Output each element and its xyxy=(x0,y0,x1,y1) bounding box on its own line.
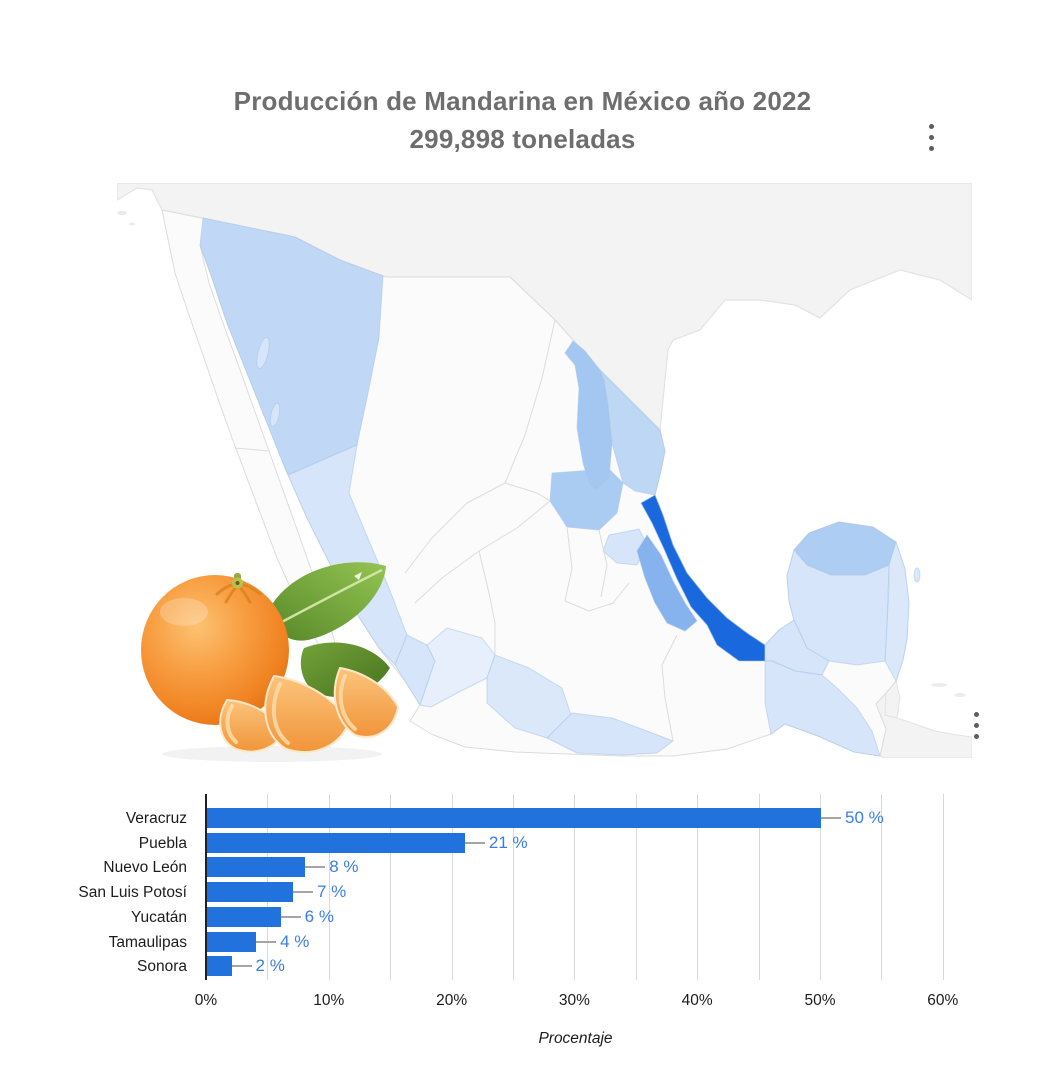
state-quintana-roo[interactable] xyxy=(884,541,910,682)
gridline xyxy=(697,794,699,980)
kebab-dot xyxy=(974,723,979,728)
mandarin-fruit xyxy=(141,575,289,725)
state-jalisco[interactable] xyxy=(419,627,496,708)
state-borders xyxy=(234,319,678,742)
leaf-midrib xyxy=(277,568,383,626)
map-island xyxy=(129,222,135,226)
value-label: 6 % xyxy=(304,906,334,926)
mandarin-illustration xyxy=(122,550,406,766)
map-gulf-island xyxy=(269,402,281,428)
value-label: 2 % xyxy=(255,956,285,976)
chart-title: Producción de Mandarina en México año 20… xyxy=(0,82,1045,158)
x-tick-label: 0% xyxy=(194,992,218,1009)
state-veracruz[interactable] xyxy=(640,494,766,662)
value-label: 21 % xyxy=(488,832,528,852)
bar-sonora[interactable] xyxy=(207,956,232,977)
bar-tamaulipas[interactable] xyxy=(207,931,257,952)
kebab-dot xyxy=(974,712,979,717)
callout-line xyxy=(231,965,252,968)
map-island xyxy=(954,693,966,697)
callout-line xyxy=(292,891,313,894)
map-cozumel-island xyxy=(913,567,921,583)
bar-san-luis-potos-[interactable] xyxy=(207,882,293,903)
fruit-shadow xyxy=(162,746,382,762)
gridline xyxy=(451,794,453,980)
gridline xyxy=(328,794,330,980)
bar-nuevo-le-n[interactable] xyxy=(207,857,306,878)
callout-line xyxy=(305,866,326,869)
bar-veracruz[interactable] xyxy=(207,808,821,828)
state-hidalgo[interactable] xyxy=(602,528,648,566)
fruit-calyx-center xyxy=(235,581,240,585)
fruit-sheen xyxy=(160,598,208,626)
state-chiapas[interactable] xyxy=(764,660,881,757)
callout-line xyxy=(464,841,485,844)
leaf-icon xyxy=(270,562,386,641)
bar-puebla[interactable] xyxy=(207,832,465,853)
y-axis-line xyxy=(205,794,207,980)
gridline xyxy=(635,794,637,980)
state-sinaloa[interactable] xyxy=(287,444,408,666)
callout-line xyxy=(256,940,277,943)
category-label: Yucatán xyxy=(130,908,187,926)
gridline xyxy=(513,794,514,980)
value-label: 50 % xyxy=(845,808,884,827)
mandarin-segments xyxy=(219,667,399,753)
value-label: 4 % xyxy=(280,931,310,951)
category-label: San Luis Potosí xyxy=(78,884,187,902)
gridline xyxy=(881,794,883,980)
chart-title-line2: 299,898 toneladas xyxy=(409,124,636,154)
map-menu-kebab-icon[interactable] xyxy=(970,708,983,743)
gridline xyxy=(574,794,576,980)
state-puebla[interactable] xyxy=(636,534,698,632)
mexico-choropleth-map[interactable] xyxy=(116,182,973,759)
x-tick-label: 20% xyxy=(436,992,468,1009)
kebab-dot xyxy=(929,146,934,151)
leaf-highlight xyxy=(354,572,362,580)
kebab-dot xyxy=(974,734,979,739)
state-san-luis-potosi[interactable] xyxy=(549,468,624,531)
callout-line xyxy=(280,915,301,918)
x-tick-label: 40% xyxy=(681,992,713,1009)
gridline xyxy=(942,794,944,980)
x-tick-label: 10% xyxy=(313,992,345,1009)
value-label: 7 % xyxy=(316,882,347,902)
bar-chart: Veracruz 50 % Puebla 21 % Nuevo León 8 % San L… xyxy=(0,786,1045,1071)
x-tick-label: 30% xyxy=(558,992,590,1009)
map-gulf-island xyxy=(256,336,270,370)
category-label: Nuevo León xyxy=(103,859,187,877)
kebab-dot xyxy=(929,124,934,129)
chart-title-line1: Producción de Mandarina en México año 20… xyxy=(233,86,812,116)
callout-line xyxy=(821,817,841,819)
category-label: Veracruz xyxy=(125,810,187,827)
x-axis-title: Procentaje xyxy=(538,1030,613,1047)
bar-yucat-n[interactable] xyxy=(207,906,281,927)
map-island xyxy=(931,683,947,687)
value-label: 8 % xyxy=(329,857,359,877)
chart-menu-kebab-icon[interactable] xyxy=(925,120,938,155)
category-label: Tamaulipas xyxy=(108,933,187,951)
x-tick-label: 60% xyxy=(927,992,959,1009)
gridline xyxy=(390,794,392,980)
state-tamaulipas[interactable] xyxy=(599,369,666,496)
kebab-dot xyxy=(929,135,934,140)
category-label: Puebla xyxy=(138,834,187,852)
map-island xyxy=(117,211,127,215)
segment-highlights xyxy=(225,674,357,745)
state-campeche[interactable] xyxy=(786,549,890,666)
gridline xyxy=(820,794,821,980)
gridline xyxy=(758,794,760,980)
x-tick-label: 50% xyxy=(804,992,836,1009)
category-label: Sonora xyxy=(137,958,187,976)
